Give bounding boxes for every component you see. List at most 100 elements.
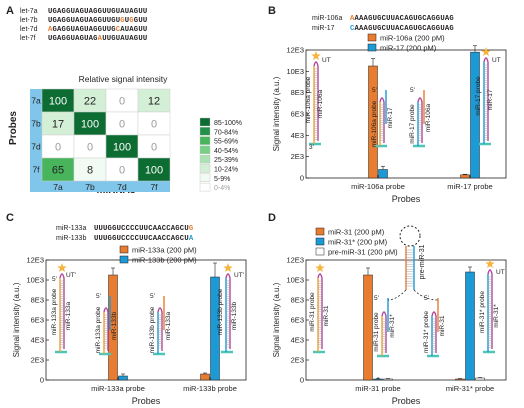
heatmap-row-header [30,135,42,158]
heatmap-row-label: 7b [31,119,41,129]
probe-label: miR-133a probe [95,306,102,353]
legend-swatch [367,43,377,52]
bar [363,274,373,381]
heatmap-cell-value: 0 [151,142,157,154]
prime-label: 5' [96,293,101,300]
legend-swatch [119,245,129,254]
mir133-sequences: miR-133a UUUGGUCCCCUUCAACCAGCUG miR-133b UU… [56,225,194,243]
probe-label: miR-106a probe [305,76,312,123]
y-tick-label: 10E3 [286,276,304,285]
heatmap-col-header [42,181,74,192]
heatmap-cell-value: 100 [113,142,131,154]
probe-label: miR-106a [317,90,324,119]
mir106a-mir17-sequences: miR-106a AAAAGUGCUUACAGUGCAGGUAG miR-17 CAA… [312,15,454,33]
probe-label: miR-31* [389,314,396,338]
heatmap-cell-value: 0 [119,165,125,177]
mir133-seq-name: miR-133a [56,225,86,232]
legend-swatch [315,237,325,246]
y-axis-label: Signal intensity (a.u.) [12,282,21,357]
heatmap-row-header [30,112,42,135]
bar [373,378,383,381]
bar [475,377,485,381]
heatmap-legend: 85-100% 70-84% 55-69% 40-54% 25-39% 10-24% 5-9… [199,117,242,192]
heatmap-col-header [106,181,138,192]
heatmap-title: Relative signal intensity [79,74,169,84]
mir133-sequence: UUUGGUCCCCUUCAACCAGCUG [94,225,193,233]
y-tick-label: 4E3 [291,336,304,345]
panel-letter-d: D [268,212,276,224]
x-axis-label: Probes [132,396,161,406]
heatmap-col-header [74,181,106,192]
prime-label: 5' [374,295,379,302]
legend-label: 85-100% [214,120,242,127]
heatmap-cell-value: 8 [87,165,93,177]
probe-label: miR-133b [111,312,118,341]
heatmap-cell-value: 0 [87,142,93,154]
legend-label: miR-106a (200 pM) [380,34,445,43]
legend-swatch [315,227,325,236]
heatmap-row-label: 7a [31,96,41,106]
probe-loop [157,307,163,313]
probe-label: miR-31* probe [479,291,486,333]
heatmap-y-title: Probes [8,111,19,145]
hairpin-arrow [387,289,407,301]
probe-label: miR-31 [439,315,446,336]
y-tick-label: 10E3 [26,276,44,285]
legend-swatch [119,255,129,264]
heatmap-row-label: 7f [32,165,40,175]
let7-sequence: AGAGGUAGUAGGUUGCAUAGUU [48,26,147,34]
legend-label: miR-133b (200 pM) [132,256,197,265]
heatmap-cell-value: 65 [52,165,64,177]
legend-label: miR-31* (200 pM) [328,238,388,247]
probe-label: miR-31 probe [309,292,316,332]
heatmap-row-header [30,89,42,112]
probe-label: miR-133a [65,302,72,331]
y-axis-label: Signal intensity (a.u.) [272,282,281,357]
legend-swatch [315,247,325,256]
bar [460,174,470,179]
heatmap-cell-value: 0 [119,119,125,131]
panel-c: miR-133a UUUGGUCCCCUUCAACCAGCUG miR-133b UU… [12,225,247,406]
mir133-sequence: UUUGGUCCCCUUCAACCAGCUA [94,235,194,243]
heatmap-cell-value: 12 [148,96,160,108]
legend-label: pre-miR-31 (200 pM) [328,248,398,257]
heatmap-col-label: 7f [150,182,158,192]
heatmap-cell-value: 0 [119,96,125,108]
category-label: miR-31 probe [355,384,400,393]
legend-swatch [199,182,211,192]
category-label: miR-133b probe [183,384,237,393]
heatmap-cell-value: 22 [84,96,96,108]
probe-loop [381,311,387,317]
bar [118,375,128,381]
legend-label: 5-9% [214,176,230,183]
prime-label: 5' [52,276,57,283]
ut-label: UT' [234,272,244,279]
fluorophore-star-icon [481,47,491,57]
probe-loop [313,61,319,67]
y-tick-label: 10E3 [286,67,304,76]
category-label: miR-17 probe [447,182,492,191]
legend-swatch [199,127,211,136]
probe-loop [483,57,489,63]
fluorophore-star-icon [223,263,233,273]
probe-label: miR-133b probe [217,288,224,335]
y-tick-label: 12E3 [286,46,304,55]
panel-b: miR-106a AAAAGUGCUUACAGUGCAGGUAG miR-17 CAA… [272,15,507,204]
y-tick-label: 2E3 [291,152,304,161]
heatmap-cell-value: 100 [81,119,99,131]
y-tick-label: 4E3 [291,131,304,140]
ut-label: UT [322,57,331,64]
let7-seq-name: let-7d [20,26,38,33]
fluorophore-star-icon [315,263,325,273]
ut-label: UT [492,57,501,64]
probe-label: miR-17 [487,89,494,110]
panel-d: 0 2E3 4E3 6E3 8E3 10E3 12E3 Signal intensity (a… [272,225,507,406]
y-tick-label: 0 [40,376,44,385]
hairpin-loop [399,225,421,247]
prime-label: 5' [150,293,155,300]
probe-loop [379,97,385,103]
probe-label: miR-17 probe [409,104,416,144]
mir106-17-seq-name: miR-17 [312,25,335,32]
probe-loop [317,273,323,279]
